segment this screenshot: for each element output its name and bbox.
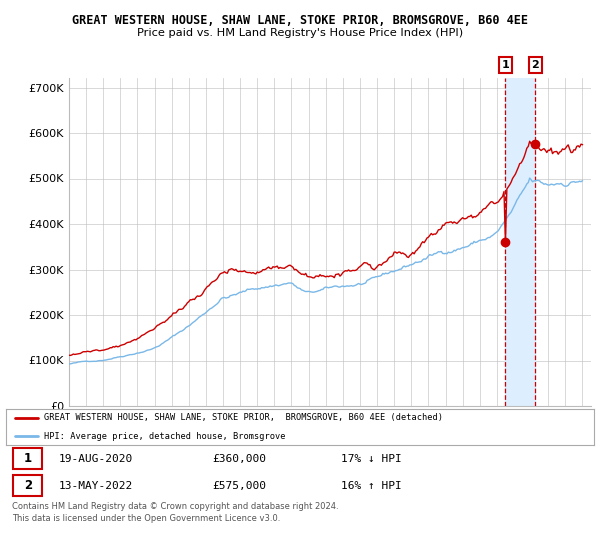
Text: Contains HM Land Registry data © Crown copyright and database right 2024.: Contains HM Land Registry data © Crown c… xyxy=(12,502,338,511)
Text: £360,000: £360,000 xyxy=(212,454,266,464)
Text: GREAT WESTERN HOUSE, SHAW LANE, STOKE PRIOR,  BROMSGROVE, B60 4EE (detached): GREAT WESTERN HOUSE, SHAW LANE, STOKE PR… xyxy=(44,413,443,422)
Text: GREAT WESTERN HOUSE, SHAW LANE, STOKE PRIOR, BROMSGROVE, B60 4EE: GREAT WESTERN HOUSE, SHAW LANE, STOKE PR… xyxy=(72,14,528,27)
FancyBboxPatch shape xyxy=(13,475,43,496)
Text: 1: 1 xyxy=(23,452,32,465)
Text: This data is licensed under the Open Government Licence v3.0.: This data is licensed under the Open Gov… xyxy=(12,514,280,523)
Text: 2: 2 xyxy=(23,479,32,492)
Text: 16% ↑ HPI: 16% ↑ HPI xyxy=(341,480,402,491)
Text: £575,000: £575,000 xyxy=(212,480,266,491)
Text: 13-MAY-2022: 13-MAY-2022 xyxy=(59,480,133,491)
Text: 1: 1 xyxy=(502,60,509,70)
Text: HPI: Average price, detached house, Bromsgrove: HPI: Average price, detached house, Brom… xyxy=(44,432,286,441)
Text: 2: 2 xyxy=(532,60,539,70)
Bar xyxy=(505,78,535,406)
Text: 17% ↓ HPI: 17% ↓ HPI xyxy=(341,454,402,464)
Text: 19-AUG-2020: 19-AUG-2020 xyxy=(59,454,133,464)
Text: Price paid vs. HM Land Registry's House Price Index (HPI): Price paid vs. HM Land Registry's House … xyxy=(137,28,463,38)
FancyBboxPatch shape xyxy=(13,449,43,469)
